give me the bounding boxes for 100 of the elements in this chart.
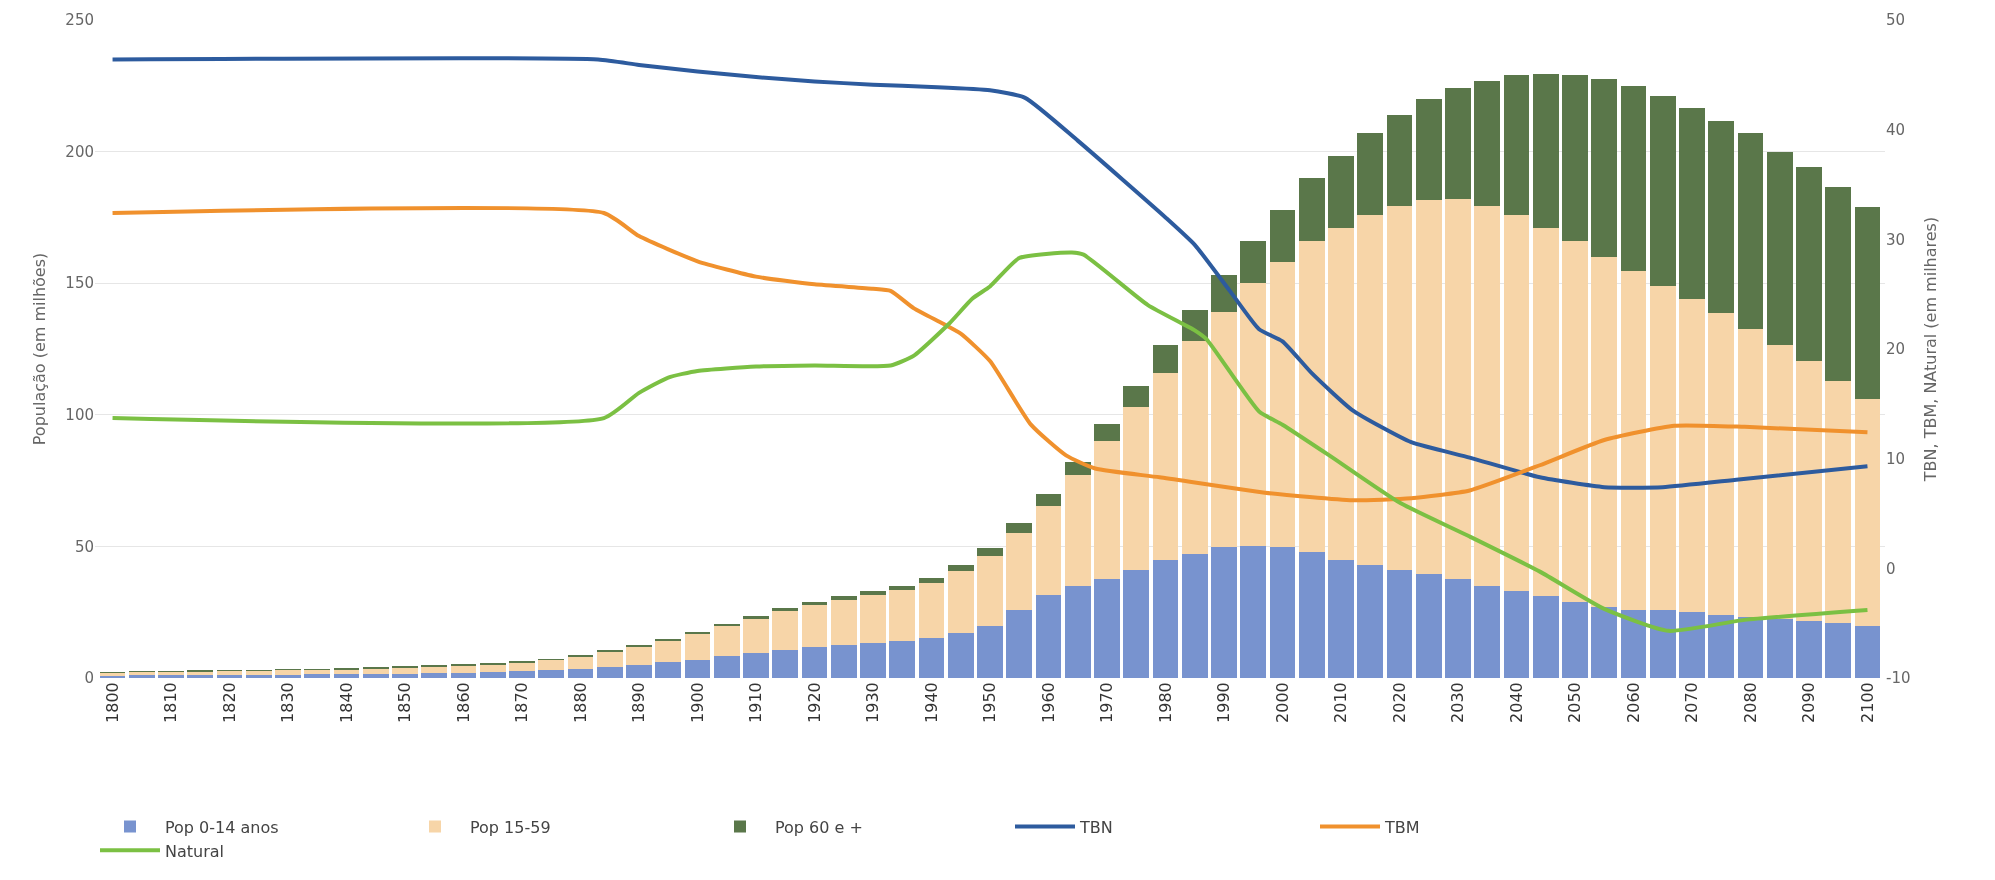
bar [509, 671, 535, 678]
bar [1737, 616, 1764, 678]
bar [830, 645, 857, 678]
bar [1708, 615, 1735, 678]
bar [1854, 626, 1881, 678]
bar [626, 646, 652, 665]
x-tick-label: 1860 [453, 682, 473, 723]
y-tick-label: 150 [65, 274, 94, 293]
bar [977, 626, 1003, 678]
bar [1240, 546, 1267, 678]
bar [772, 608, 799, 612]
bar [421, 673, 448, 678]
legend-label: TBN [1079, 817, 1113, 837]
y2-tick-label: 30 [1886, 230, 1906, 249]
bar [1123, 385, 1150, 407]
bar [1064, 475, 1091, 586]
bar [1649, 610, 1676, 678]
bar [860, 591, 886, 596]
bar [1620, 85, 1647, 272]
bar [1796, 360, 1822, 622]
x-tick-label: 2090 [1799, 682, 1819, 723]
x-tick-label: 1870 [512, 682, 532, 723]
bar [801, 605, 828, 648]
bar [1298, 552, 1325, 678]
y2-tick-label: 40 [1886, 120, 1906, 139]
bar [187, 675, 214, 678]
x-tick-label: 2040 [1506, 682, 1526, 723]
bar [538, 670, 565, 678]
bar [1766, 151, 1793, 346]
bar [1386, 205, 1413, 571]
bar [567, 656, 594, 670]
bar [947, 632, 974, 678]
bar [538, 659, 565, 671]
bar [1591, 606, 1618, 678]
bar [1357, 214, 1384, 565]
bar [1181, 341, 1208, 555]
bar [1298, 177, 1325, 242]
bar [1591, 78, 1618, 257]
bar [889, 590, 916, 642]
bar [1532, 596, 1559, 678]
bar [1240, 241, 1267, 284]
bar [947, 570, 974, 633]
bar [333, 674, 360, 678]
y2-tick-label: 50 [1886, 11, 1906, 30]
x-tick-label: 2080 [1740, 682, 1760, 723]
bar [1094, 441, 1120, 579]
bar [1708, 121, 1735, 314]
bar [450, 672, 477, 678]
bar [684, 659, 711, 678]
legend-label: Pop 15-59 [470, 817, 551, 837]
bar [479, 671, 506, 678]
bar [1854, 206, 1881, 400]
bar [421, 666, 448, 673]
bar [655, 662, 682, 678]
bar [245, 674, 272, 678]
legend-label: Natural [165, 841, 225, 861]
x-tick-label: 1800 [102, 682, 122, 723]
bar [1649, 96, 1676, 286]
x-tick-label: 1820 [219, 682, 239, 723]
legend-label: TBM [1384, 817, 1420, 837]
bar [918, 577, 945, 583]
bar [1035, 493, 1062, 506]
bar [1386, 570, 1413, 678]
bar [362, 668, 389, 674]
bar [743, 618, 769, 654]
x-tick-label: 1890 [629, 682, 649, 723]
bar [596, 666, 623, 678]
x-tick-label: 2020 [1389, 682, 1409, 723]
x-tick-label: 1930 [863, 682, 883, 723]
bar [1006, 610, 1033, 678]
bar [889, 641, 916, 678]
bar [1415, 200, 1442, 574]
x-tick-label: 1810 [161, 682, 181, 723]
x-tick-label: 1830 [278, 682, 298, 723]
x-tick-label: 1840 [336, 682, 356, 723]
bar [1094, 424, 1120, 442]
bar [392, 667, 418, 674]
bar [743, 653, 769, 678]
x-tick-label: 1960 [1038, 682, 1058, 723]
bar [1679, 108, 1705, 299]
bar [1737, 329, 1764, 617]
bar [1415, 98, 1442, 201]
bar [1532, 73, 1559, 228]
bar [1796, 621, 1822, 678]
bar [1620, 609, 1647, 678]
bar [304, 674, 331, 678]
bar [128, 675, 155, 678]
x-tick-label: 1980 [1155, 682, 1175, 723]
legend-label: Pop 0-14 anos [165, 817, 279, 837]
bar [918, 582, 945, 638]
bar [1094, 578, 1120, 678]
line-series [110, 250, 1870, 633]
bar [1562, 75, 1588, 242]
x-tick-label: 2010 [1331, 682, 1351, 723]
legend-label: Pop 60 e + [775, 817, 863, 837]
bar [1211, 547, 1237, 678]
bar [1445, 578, 1471, 678]
bar [713, 624, 740, 627]
bar [1328, 559, 1354, 678]
x-tick-label: 2000 [1272, 682, 1292, 723]
